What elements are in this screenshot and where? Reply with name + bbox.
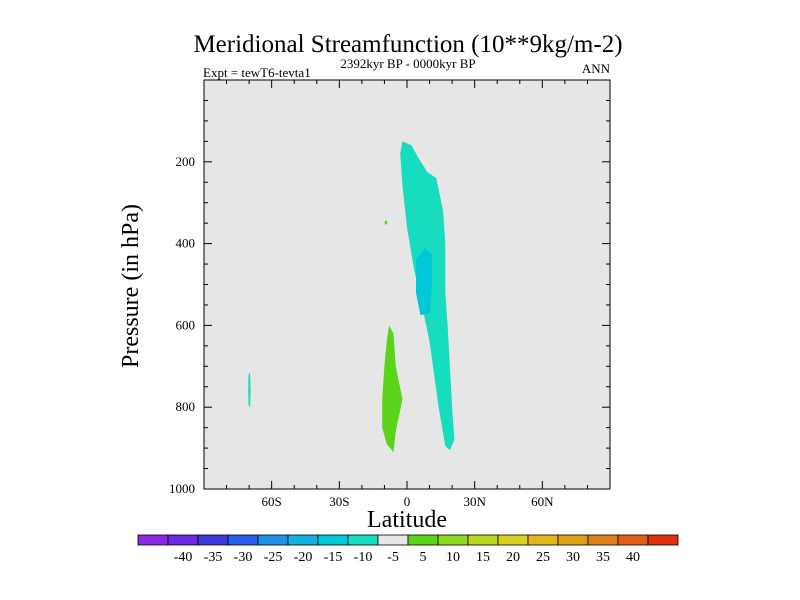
colorbar-label: -15 (324, 550, 343, 565)
y-tick-label: 600 (176, 317, 196, 332)
colorbar-label: 5 (420, 550, 427, 565)
colorbar-label: -40 (174, 550, 193, 565)
colorbar-swatch (617, 534, 649, 546)
season-label: ANN (582, 61, 611, 76)
y-tick-label: 1000 (169, 481, 195, 496)
x-tick-label: 30N (463, 494, 486, 509)
colorbar-swatch (587, 534, 619, 546)
x-axis-label: Latitude (367, 507, 447, 533)
colorbar: -40 -35 -30 -25 -20 -15 -10 -5 5 10 15 20 25 30 35 40 (137, 534, 679, 565)
colorbar-swatch (527, 534, 559, 546)
colorbar-swatch (167, 534, 199, 546)
colorbar-swatch (497, 534, 529, 546)
x-tick-label: 60N (531, 494, 554, 509)
x-tick-label: 0 (404, 494, 411, 509)
colorbar-label: 20 (506, 550, 520, 565)
y-axis-label: Pressure (in hPa) (118, 204, 144, 368)
chart-subtitle: 2392kyr BP - 0000kyr BP (340, 56, 475, 71)
colorbar-label: -30 (234, 550, 253, 565)
colorbar-swatch (197, 534, 229, 546)
x-tick-label: 60S (262, 494, 282, 509)
colorbar-swatch (317, 534, 349, 546)
colorbar-swatch (287, 534, 319, 546)
colorbar-swatch (377, 534, 409, 546)
colorbar-swatch (557, 534, 589, 546)
colorbar-swatch (227, 534, 259, 546)
colorbar-swatch (137, 534, 169, 546)
colorbar-label: 25 (536, 550, 550, 565)
colorbar-label: 15 (476, 550, 490, 565)
plot-area (204, 80, 610, 489)
colorbar-swatch (437, 534, 469, 546)
colorbar-label: -20 (294, 550, 313, 565)
colorbar-label: -25 (264, 550, 283, 565)
colorbar-swatch (467, 534, 499, 546)
colorbar-label: -10 (354, 550, 373, 565)
colorbar-swatch (407, 534, 439, 546)
colorbar-label: 10 (446, 550, 460, 565)
y-tick-label: 800 (176, 399, 196, 414)
colorbar-label: -5 (387, 550, 399, 565)
upper-cell-core (416, 247, 432, 316)
south-small-cell (248, 372, 251, 408)
colorbar-label: -35 (204, 550, 223, 565)
contour-regions (248, 141, 455, 453)
colorbar-swatch (347, 534, 379, 546)
chart-title: Meridional Streamfunction (10**9kg/m-2) (193, 31, 622, 58)
colorbar-label: 30 (566, 550, 580, 565)
tiny-speck (384, 220, 388, 225)
experiment-label: Expt = tewT6-tevta1 (203, 65, 311, 80)
colorbar-label: 35 (596, 550, 610, 565)
y-tick-label: 400 (176, 236, 196, 251)
lower-cell (382, 325, 403, 453)
y-tick-label: 200 (176, 154, 196, 169)
colorbar-label: 40 (626, 550, 640, 565)
colorbar-swatch (647, 534, 679, 546)
colorbar-swatch (257, 534, 289, 546)
x-tick-label: 30S (329, 494, 349, 509)
axis-ticks: 60S 30S 0 30N 60N 200 400 600 800 1000 (169, 80, 611, 509)
